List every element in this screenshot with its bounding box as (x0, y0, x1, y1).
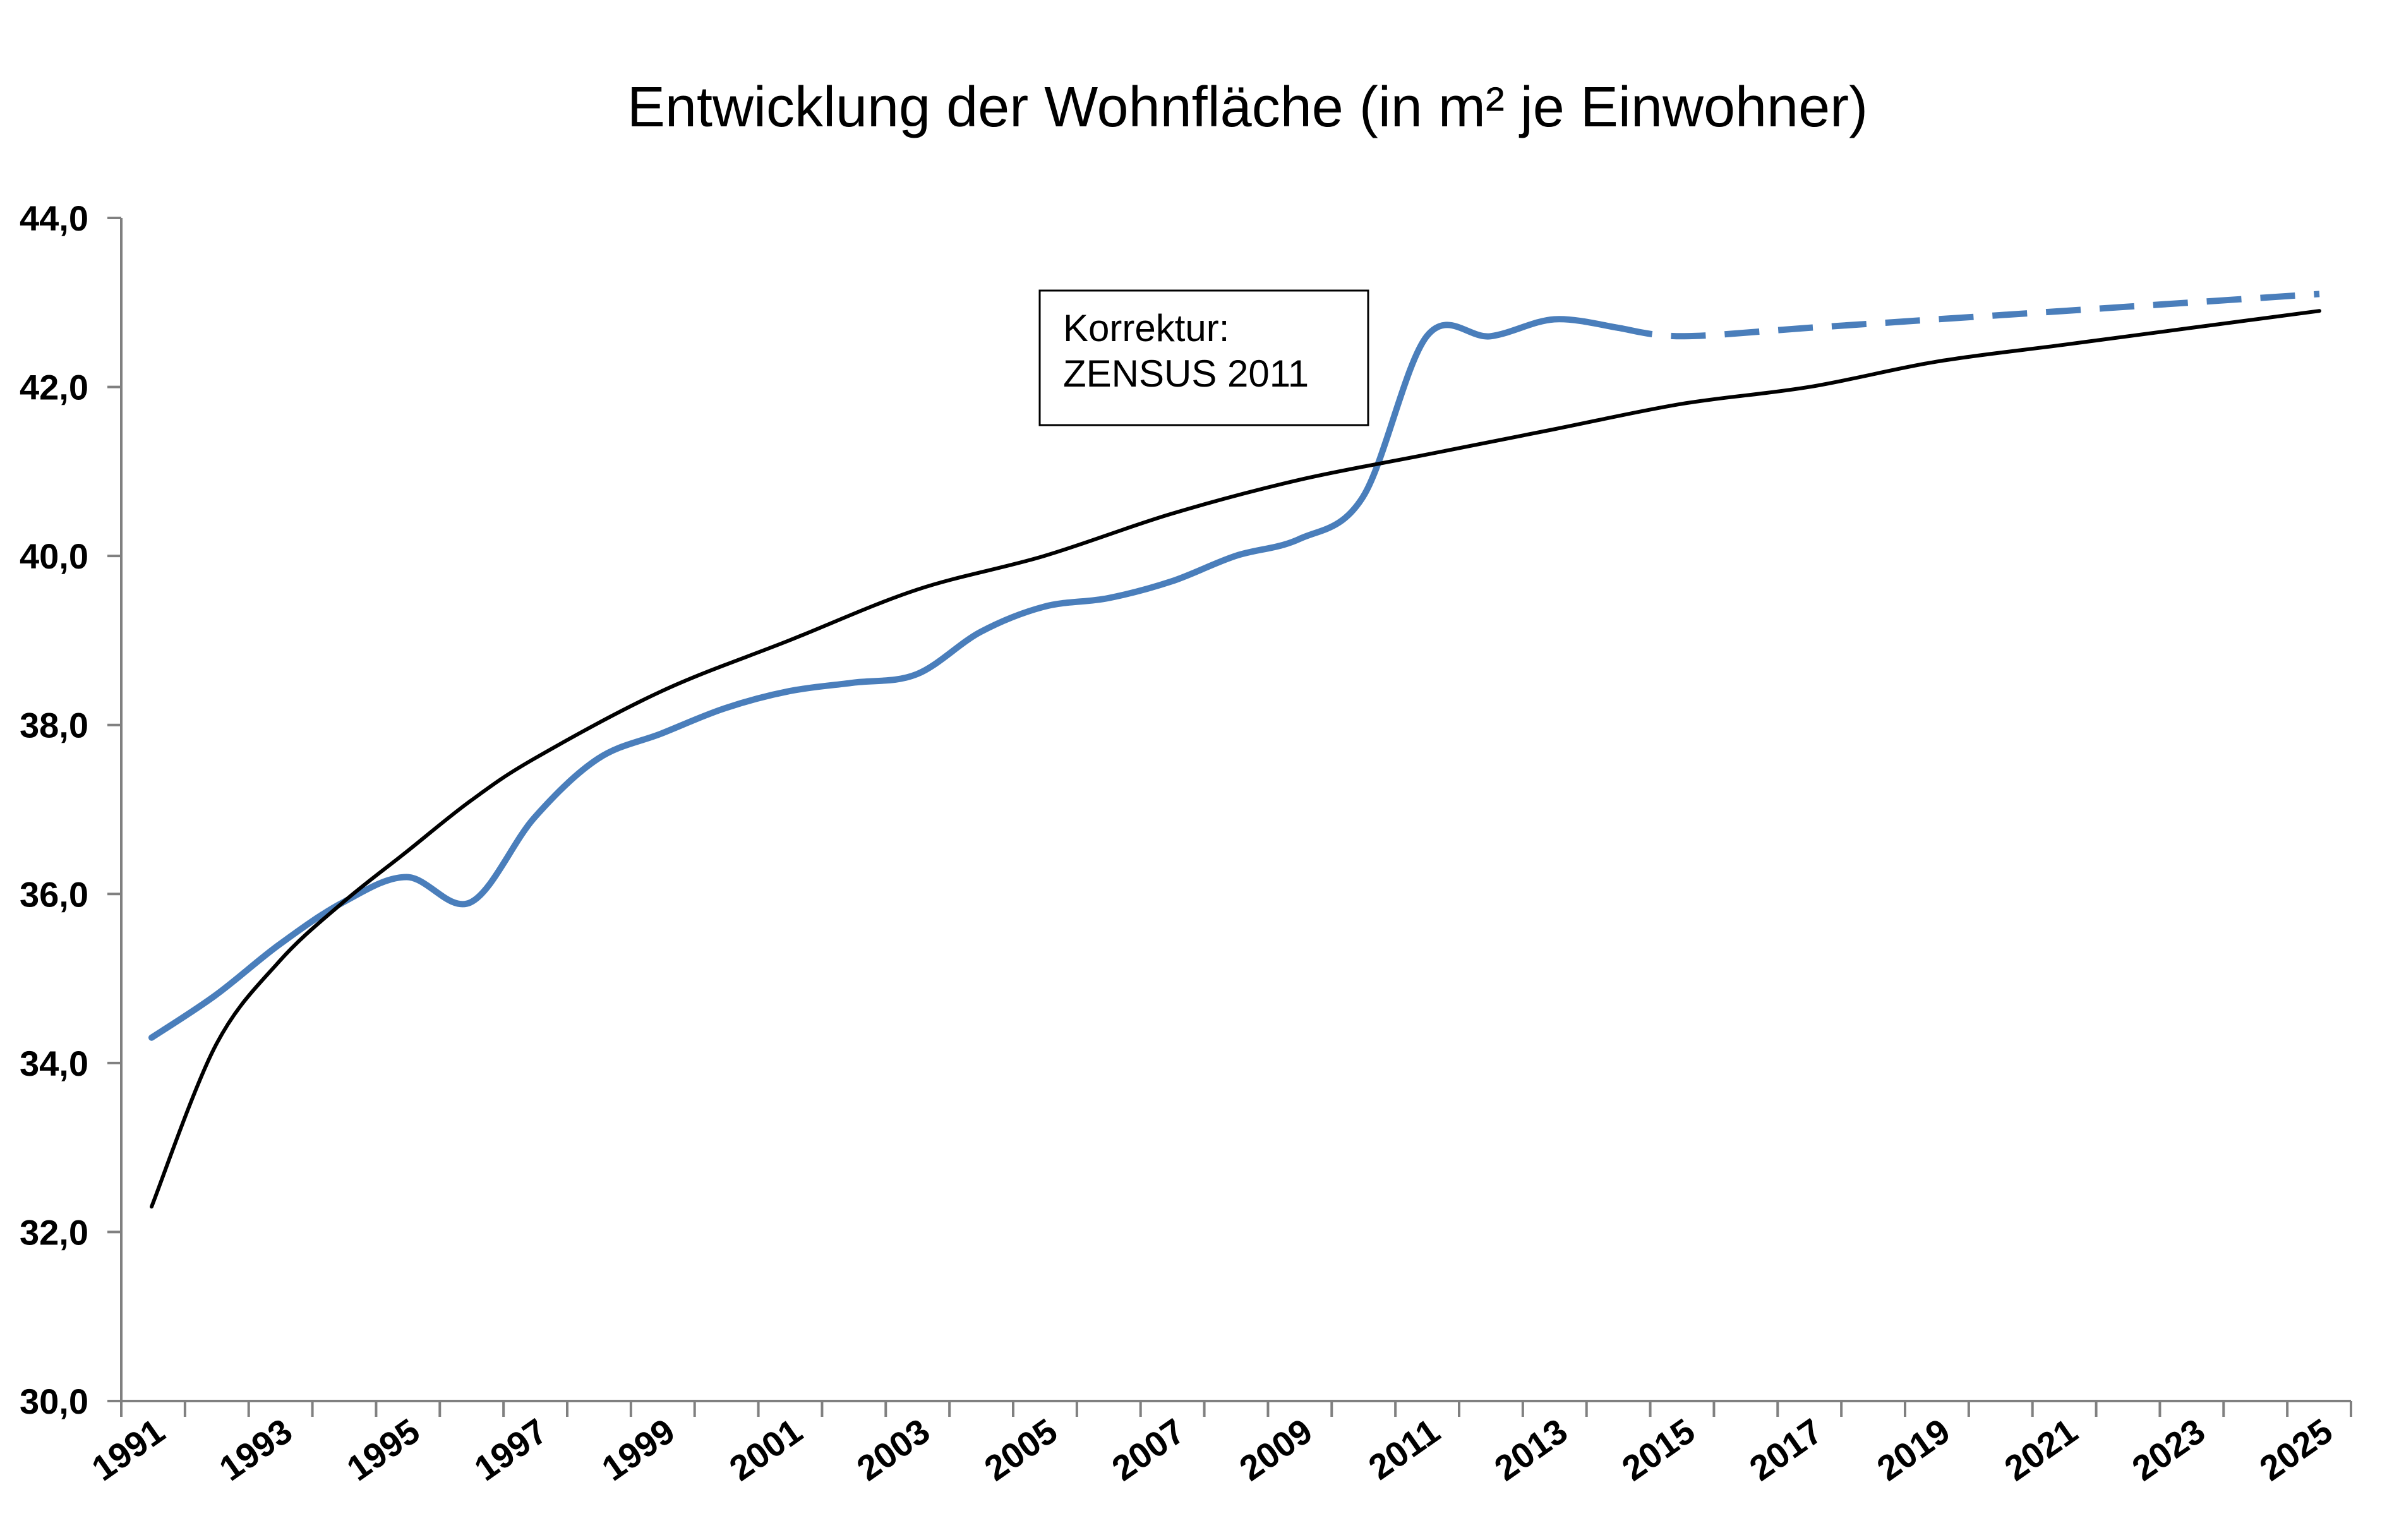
x-tick-label: 2005 (977, 1411, 1064, 1488)
x-tick-label: 2013 (1487, 1411, 1574, 1488)
series-line-trend (150, 309, 2321, 1209)
y-tick-label: 30,0 (20, 1381, 88, 1421)
y-tick-label: 34,0 (20, 1044, 88, 1083)
series-line-forecast-dashed (1617, 291, 2320, 340)
chart-title: Entwicklung der Wohnfläche (in m² je Ein… (627, 76, 1868, 139)
y-tick-label: 44,0 (20, 198, 88, 238)
x-tick-label: 1999 (594, 1411, 682, 1488)
series-group (148, 291, 2321, 1209)
y-tick-label: 42,0 (20, 368, 88, 407)
x-tick-label: 2017 (1742, 1411, 1829, 1488)
x-tick-label: 2021 (1997, 1411, 2084, 1488)
x-tick-label: 1993 (212, 1411, 299, 1488)
x-tick-label: 2009 (1232, 1411, 1320, 1488)
x-tick-label: 2003 (850, 1411, 937, 1488)
y-tick-label: 38,0 (20, 706, 88, 745)
x-tick-label: 2007 (1105, 1411, 1192, 1488)
annotation-line-2: ZENSUS 2011 (1063, 352, 1309, 395)
x-tick-label: 2015 (1614, 1411, 1702, 1488)
axes (120, 218, 2351, 1402)
x-tick-label: 2011 (1361, 1411, 1447, 1487)
x-tick-label: 2023 (2125, 1411, 2212, 1488)
annotation-line-1: Korrektur: (1063, 307, 1229, 349)
x-tick-label: 1995 (339, 1411, 426, 1488)
x-tick-label: 2001 (722, 1411, 809, 1488)
x-tick-label: 2019 (1870, 1411, 1957, 1488)
x-tick-label: 1997 (467, 1411, 554, 1488)
x-tick-label: 2025 (2252, 1411, 2340, 1488)
annotation-box: Korrektur: ZENSUS 2011 (1038, 289, 1369, 426)
series-line-actual (148, 316, 1621, 1041)
y-tick-label: 36,0 (20, 874, 88, 914)
y-ticks: 30,0 32,0 34,0 36,0 38,0 40,0 42,0 44,0 (20, 198, 121, 1421)
annotation-frame (1038, 289, 1369, 426)
x-ticks: 1991 1993 1995 1997 1999 2001 2003 2005 2007 2009… (85, 1401, 2352, 1488)
y-tick-label: 32,0 (20, 1212, 88, 1252)
x-tick-label: 1991 (85, 1411, 172, 1488)
y-tick-label: 40,0 (20, 536, 88, 576)
